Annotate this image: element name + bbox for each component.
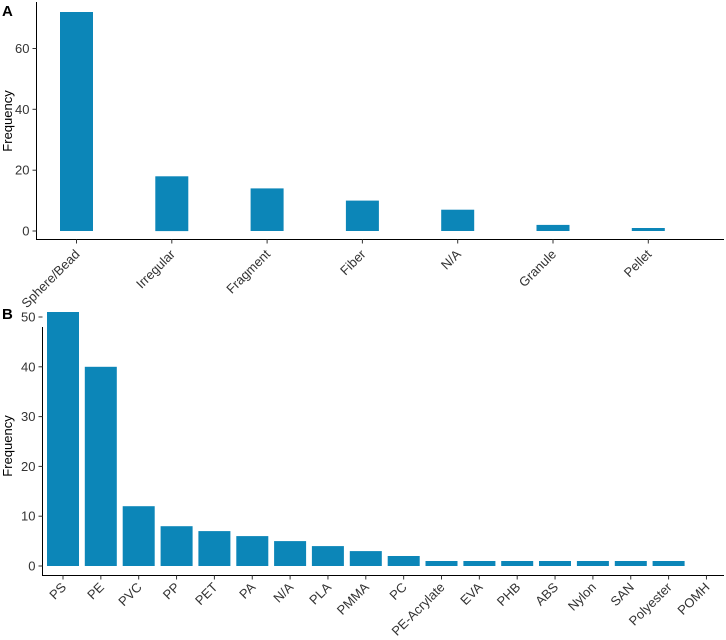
panel-b-y-tick-label: 20 [21, 459, 35, 474]
panel-b-bar-pe-acrylate [425, 561, 458, 566]
panel-a-chart: A Frequency 0 20 40 60 Sphere/Bead Irregular… [0, 2, 724, 311]
panel-a-x-tick-label: Fragment [223, 246, 273, 296]
panel-b-bar-n-a [274, 541, 307, 566]
panel-b-bar-pe [84, 366, 117, 566]
panel-b-bar-nylon [576, 561, 609, 566]
panel-b-y-tick-label: 10 [21, 509, 35, 524]
panel-a-label: A [2, 3, 13, 20]
panel-a-y-tick-label: 60 [15, 41, 29, 56]
panel-b-y-tick-label: 30 [21, 409, 35, 424]
panel-b-bar-pa [236, 536, 269, 566]
panel-a-x-tick-label: Sphere/Bead [18, 247, 82, 311]
panel-b-x-tick-label: N/A [270, 579, 296, 605]
panel-a-y-tick-label: 20 [15, 163, 29, 178]
panel-a-x-tick-label: Fiber [337, 246, 369, 278]
panel-a-bar-irregular [155, 176, 189, 232]
panel-a-bar-sphere-bead [60, 12, 93, 231]
panel-b-x-tick-label: Nylon [565, 580, 599, 614]
panel-b-bar-phb [501, 561, 534, 566]
panel-b-bar-polyester [652, 561, 685, 566]
panel-a-bar-n-a [441, 209, 475, 231]
panel-b-x-tick-label: PMMA [334, 579, 372, 617]
panel-b-x-tick-label: PA [236, 579, 258, 601]
panel-b-bar-eva [463, 561, 496, 566]
panel-b-x-tick-label: PLA [306, 579, 334, 607]
panel-b-y-tick-label: 50 [21, 310, 35, 325]
panel-b-bar-pc [387, 556, 420, 566]
panel-b-x-tick-label: PVC [115, 580, 145, 610]
panel-b-bar-ps [47, 312, 79, 566]
panel-b-x-tick-label: PS [46, 579, 69, 602]
panel-b-x-tick-label: ABS [532, 579, 561, 608]
panel-b-x-tick-label: POMH [674, 580, 712, 618]
panel-b-x-tick-label: PC [386, 580, 409, 603]
panel-b-bar-pmma [349, 551, 382, 566]
panel-a-bar-pellet [631, 228, 665, 231]
panel-b-bar-pvc [122, 506, 155, 566]
panel-b-x-tick-label: SAN [607, 580, 637, 610]
panel-b-bar-abs [539, 561, 571, 566]
panel-a-y-tick-label: 40 [15, 102, 29, 117]
panel-a-bar-granule [536, 224, 570, 231]
panel-b-y-tick-label: 40 [21, 359, 35, 374]
panel-a-x-tick-label: Pellet [621, 246, 655, 280]
panel-b-x-tick-label: EVA [457, 579, 486, 608]
panel-a-y-tick-label: 0 [22, 224, 29, 239]
panel-a-x-tick-label: N/A [438, 246, 464, 272]
panel-b-x-tick-label: PHB [494, 580, 524, 610]
panel-b-x-tick-label: PP [160, 580, 183, 603]
panel-b-y-axis-title: Frequency [0, 415, 15, 477]
panel-b-bar-pla [311, 546, 344, 566]
panel-b-chart: B Frequency 0 10 20 30 40 50 PS PE PVC PP PET PA N/… [0, 306, 724, 639]
panel-a-y-axis-title: Frequency [0, 90, 15, 152]
panel-b-bar-pp [160, 526, 193, 566]
panel-b-bar-san [614, 561, 647, 566]
panel-a-bar-fiber [345, 200, 379, 231]
panel-b-y-tick-label: 0 [28, 559, 35, 574]
panel-b-bar-pet [198, 531, 231, 566]
panel-a-x-tick-label: Irregular [133, 246, 178, 291]
panel-a-bar-fragment [250, 188, 284, 231]
panel-a-x-tick-label: Granule [516, 247, 559, 290]
panel-b-label: B [2, 306, 13, 323]
panel-b-x-tick-label: PET [192, 579, 221, 608]
panel-b-x-tick-label: PE [84, 579, 107, 602]
